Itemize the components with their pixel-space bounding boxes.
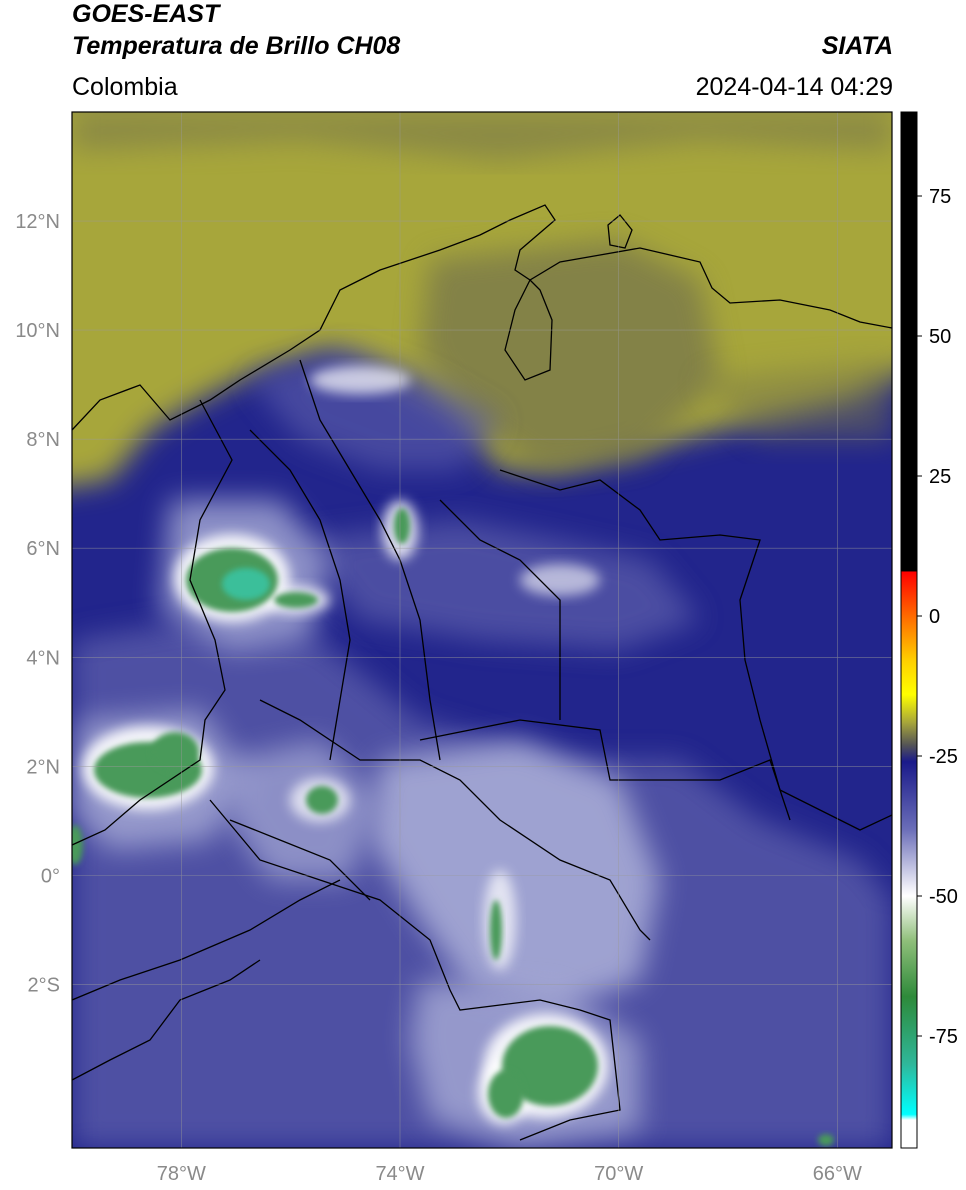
peru-coast xyxy=(72,959,261,1081)
venezuela-brazil xyxy=(419,719,791,821)
colorbar-tick-label: 0 xyxy=(929,606,940,628)
colorbar-tick-label: 75 xyxy=(929,186,951,208)
dept-lines-5 xyxy=(229,819,371,901)
lon-tick-label: 70°W xyxy=(594,1163,643,1185)
longitude-labels: 78°W 74°W 70°W 66°W xyxy=(157,1163,862,1185)
latitude-labels: 12°N 10°N 8°N 6°N 4°N 2°N 0° 2°S xyxy=(15,211,60,996)
lat-tick-label: 12°N xyxy=(15,211,60,233)
colorbar-tick-label: 25 xyxy=(929,466,951,488)
colorbar-fill xyxy=(901,112,917,1148)
dept-lines-1 xyxy=(299,359,441,761)
paraguana xyxy=(607,214,633,249)
dept-lines-2 xyxy=(249,429,351,761)
colorbar-tick-label: 50 xyxy=(929,326,951,348)
coastlines-borders xyxy=(72,204,892,1141)
timestamp-label: 2024-04-14 04:29 xyxy=(695,73,893,101)
lon-tick-label: 78°W xyxy=(157,1163,206,1185)
colorbar-tick-label: -25 xyxy=(929,746,958,768)
colorbar-frame xyxy=(900,111,918,1149)
gray-olive-patches xyxy=(420,240,720,470)
title-line-2: Temperatura de Brillo CH08 xyxy=(72,32,401,60)
colorbar-tick-label: -50 xyxy=(929,886,958,908)
title-line-1: GOES-EAST xyxy=(72,0,220,28)
lat-tick-label: 6°N xyxy=(26,538,60,560)
pacific-coast xyxy=(72,399,233,846)
dept-lines-4 xyxy=(259,699,651,941)
agency-label: SIATA xyxy=(821,32,893,60)
light-cloud-band xyxy=(370,740,660,1010)
lon-tick-label: 74°W xyxy=(375,1163,424,1185)
cold-top-3 xyxy=(502,1026,598,1106)
lat-tick-label: 0° xyxy=(41,865,60,887)
caribbean-coast xyxy=(72,204,892,431)
ecuador-peru xyxy=(72,879,341,1001)
maracaibo-lake xyxy=(504,278,553,381)
colombia-border-south xyxy=(209,799,621,1141)
lat-tick-label: 10°N xyxy=(15,320,60,342)
lat-tick-label: 4°N xyxy=(26,647,60,669)
satellite-image xyxy=(72,112,892,1148)
lat-tick-label: 8°N xyxy=(26,429,60,451)
gridlines xyxy=(72,112,892,1148)
colorbar: 75 50 25 0 -25 -50 -75 xyxy=(900,111,958,1149)
region-label: Colombia xyxy=(72,73,178,101)
map-frame xyxy=(71,111,893,1149)
colorbar-tick-label: -75 xyxy=(929,1026,958,1048)
lat-tick-label: 2°N xyxy=(26,756,60,778)
lat-tick-label: 2°S xyxy=(28,974,60,996)
lon-tick-label: 66°W xyxy=(813,1163,862,1185)
dept-lines-3 xyxy=(439,499,561,720)
